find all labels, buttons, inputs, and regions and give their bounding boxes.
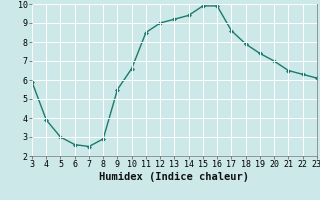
X-axis label: Humidex (Indice chaleur): Humidex (Indice chaleur) [100,172,249,182]
